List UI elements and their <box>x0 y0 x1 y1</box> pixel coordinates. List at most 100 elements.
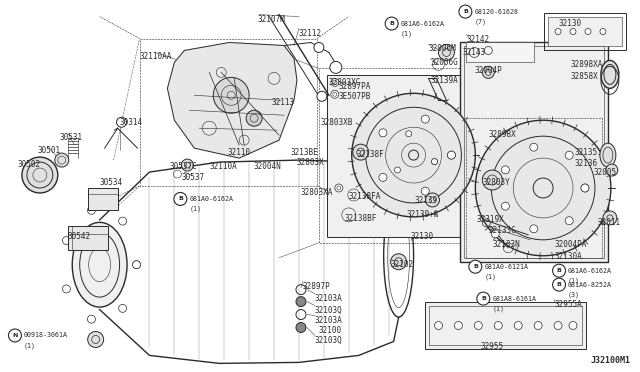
Text: 30537: 30537 <box>181 173 205 182</box>
Text: J32100M1: J32100M1 <box>591 356 631 365</box>
Circle shape <box>352 93 476 217</box>
Text: (3): (3) <box>568 292 580 298</box>
Text: B: B <box>178 196 183 202</box>
Circle shape <box>181 159 193 171</box>
Circle shape <box>447 151 456 159</box>
Text: 32898X: 32898X <box>488 130 516 139</box>
Text: 32130A: 32130A <box>554 252 582 261</box>
Circle shape <box>565 151 573 159</box>
Circle shape <box>570 29 576 35</box>
Circle shape <box>501 166 509 174</box>
Text: (1): (1) <box>492 305 504 312</box>
Circle shape <box>438 45 454 60</box>
Text: 32803XC: 32803XC <box>329 78 361 87</box>
Circle shape <box>426 193 440 207</box>
Circle shape <box>569 321 577 330</box>
Text: 32897PA: 32897PA <box>339 82 371 92</box>
Circle shape <box>331 90 339 98</box>
Text: 081A0-6162A: 081A0-6162A <box>189 196 234 202</box>
Circle shape <box>174 192 187 205</box>
Circle shape <box>379 173 387 182</box>
Circle shape <box>118 217 127 225</box>
Text: 30314: 30314 <box>120 118 143 127</box>
Circle shape <box>474 321 483 330</box>
Text: (1): (1) <box>189 206 202 212</box>
Text: 32130: 32130 <box>411 232 434 241</box>
Text: 32319X: 32319X <box>476 215 504 224</box>
Circle shape <box>213 77 249 113</box>
Text: 30542: 30542 <box>68 232 91 241</box>
Circle shape <box>353 144 369 160</box>
Text: 32113: 32113 <box>271 98 294 107</box>
Circle shape <box>447 151 456 159</box>
Text: B: B <box>473 264 478 269</box>
Circle shape <box>534 321 542 330</box>
Text: 32100: 32100 <box>319 326 342 334</box>
Text: 32143: 32143 <box>462 48 486 58</box>
Circle shape <box>603 211 617 225</box>
Text: 32139: 32139 <box>415 196 438 205</box>
Ellipse shape <box>600 143 616 167</box>
Text: 32004PA: 32004PA <box>554 240 586 249</box>
Text: 32103A: 32103A <box>315 315 342 324</box>
Bar <box>327 76 481 237</box>
Text: 32005: 32005 <box>594 168 617 177</box>
Circle shape <box>530 143 538 151</box>
Circle shape <box>406 131 412 137</box>
Text: 32133N: 32133N <box>492 240 520 249</box>
Text: B: B <box>481 296 486 301</box>
Text: B: B <box>557 268 561 273</box>
Text: 32955: 32955 <box>481 343 504 352</box>
Text: (1): (1) <box>568 278 580 284</box>
Circle shape <box>585 29 591 35</box>
Text: 32138FA: 32138FA <box>349 192 381 201</box>
Circle shape <box>581 184 589 192</box>
Circle shape <box>476 120 611 256</box>
Circle shape <box>88 206 95 214</box>
Circle shape <box>331 78 339 86</box>
Text: 3213BE: 3213BE <box>291 148 319 157</box>
Circle shape <box>296 323 306 333</box>
Bar <box>460 42 608 262</box>
Circle shape <box>483 67 494 78</box>
Bar <box>424 302 586 349</box>
Circle shape <box>421 115 429 123</box>
Text: (7): (7) <box>474 19 486 25</box>
Text: 32103A: 32103A <box>315 294 342 303</box>
Bar <box>429 305 582 346</box>
Text: 32858X: 32858X <box>570 73 598 81</box>
Text: 32803XA: 32803XA <box>301 188 333 197</box>
Text: 32142: 32142 <box>467 35 490 44</box>
Text: 32136: 32136 <box>574 159 597 168</box>
Circle shape <box>454 321 462 330</box>
Circle shape <box>379 129 387 137</box>
Text: 32130: 32130 <box>558 19 581 28</box>
Ellipse shape <box>72 222 127 307</box>
Circle shape <box>600 29 606 35</box>
Text: 30534: 30534 <box>100 178 123 187</box>
Text: 32803XB: 32803XB <box>321 118 353 127</box>
Circle shape <box>555 29 561 35</box>
Ellipse shape <box>22 157 58 193</box>
Circle shape <box>394 167 401 173</box>
Text: 32133C: 32133C <box>488 226 516 235</box>
Circle shape <box>246 110 262 126</box>
Bar <box>88 188 118 210</box>
Circle shape <box>118 304 127 312</box>
Text: 32803Y: 32803Y <box>483 178 510 187</box>
Circle shape <box>431 158 438 164</box>
Circle shape <box>421 187 429 195</box>
Text: (1): (1) <box>401 31 413 37</box>
Circle shape <box>88 315 95 323</box>
Text: 32006M: 32006M <box>429 45 456 54</box>
Text: 32107M: 32107M <box>257 15 285 23</box>
Text: 32004N: 32004N <box>253 162 281 171</box>
Circle shape <box>63 285 70 293</box>
Text: 30531: 30531 <box>60 133 83 142</box>
Bar <box>68 226 108 250</box>
Text: 32110: 32110 <box>227 148 250 157</box>
Circle shape <box>8 329 21 342</box>
Text: 081A6-6162A: 081A6-6162A <box>568 268 612 274</box>
Text: 32138F: 32138F <box>356 150 385 159</box>
Text: (1): (1) <box>24 343 36 349</box>
